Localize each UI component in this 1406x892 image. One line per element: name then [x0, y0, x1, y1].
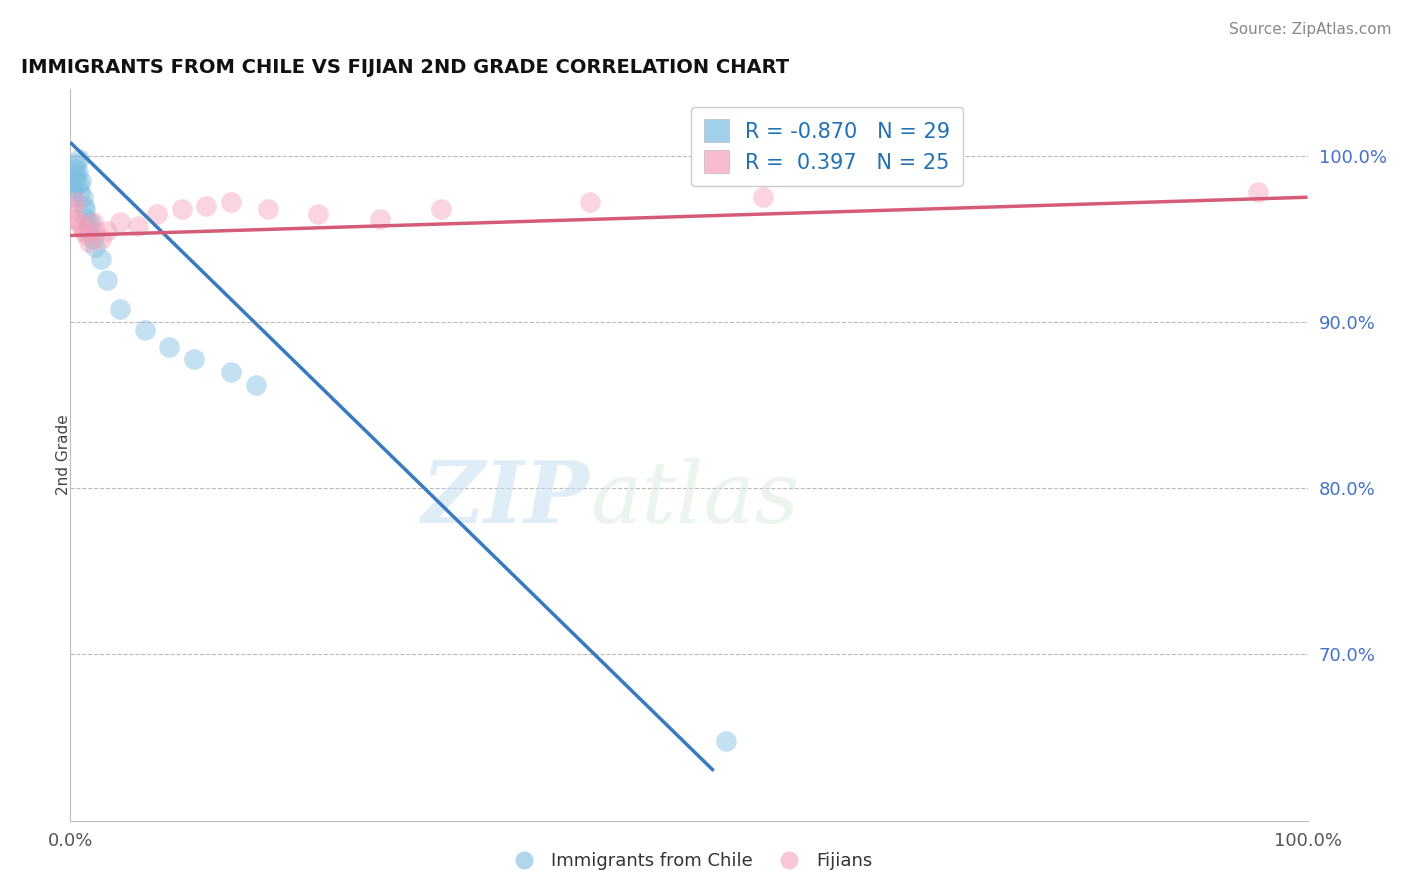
Point [66, 165, 89, 179]
Point [257, 202, 280, 216]
Point [84, 240, 107, 254]
Point [90, 252, 112, 266]
Point [72, 190, 94, 204]
Point [90, 232, 112, 246]
Point [76, 219, 98, 233]
Point [67, 177, 90, 191]
Point [195, 198, 218, 212]
Point [219, 365, 242, 379]
Point [73, 198, 96, 212]
Point [714, 734, 737, 748]
Text: Source: ZipAtlas.com: Source: ZipAtlas.com [1229, 22, 1392, 37]
Text: ZIP: ZIP [422, 457, 591, 541]
Point [60, 190, 83, 204]
Point [75, 202, 97, 216]
Point [65, 195, 87, 210]
Point [127, 219, 149, 233]
Point [75, 211, 97, 226]
Point [430, 202, 453, 216]
Point [368, 211, 391, 226]
Point [67, 152, 90, 166]
Legend: Immigrants from Chile, Fijians: Immigrants from Chile, Fijians [499, 845, 879, 878]
Point [79, 215, 101, 229]
Point [65, 169, 87, 183]
Point [579, 195, 602, 210]
Point [82, 215, 104, 229]
Y-axis label: 2nd Grade: 2nd Grade [56, 415, 70, 495]
Point [170, 202, 193, 216]
Point [307, 207, 329, 221]
Point [146, 207, 169, 221]
Point [752, 190, 775, 204]
Point [60, 202, 83, 216]
Point [69, 186, 91, 200]
Point [134, 323, 156, 337]
Point [245, 378, 267, 392]
Point [67, 215, 90, 229]
Point [63, 211, 86, 226]
Point [84, 223, 107, 237]
Point [75, 228, 97, 243]
Point [77, 235, 100, 249]
Point [63, 174, 86, 188]
Point [157, 340, 180, 354]
Point [65, 161, 87, 176]
Point [82, 232, 104, 246]
Point [183, 351, 205, 366]
Point [77, 223, 100, 237]
Point [73, 223, 96, 237]
Text: IMMIGRANTS FROM CHILE VS FIJIAN 2ND GRADE CORRELATION CHART: IMMIGRANTS FROM CHILE VS FIJIAN 2ND GRAD… [21, 57, 789, 77]
Point [62, 182, 84, 196]
Point [70, 174, 93, 188]
Point [96, 273, 118, 287]
Point [65, 157, 87, 171]
Point [108, 301, 131, 316]
Point [219, 195, 242, 210]
Point [70, 219, 93, 233]
Text: atlas: atlas [591, 458, 799, 541]
Point [108, 215, 131, 229]
Point [1247, 186, 1270, 200]
Point [96, 223, 118, 237]
